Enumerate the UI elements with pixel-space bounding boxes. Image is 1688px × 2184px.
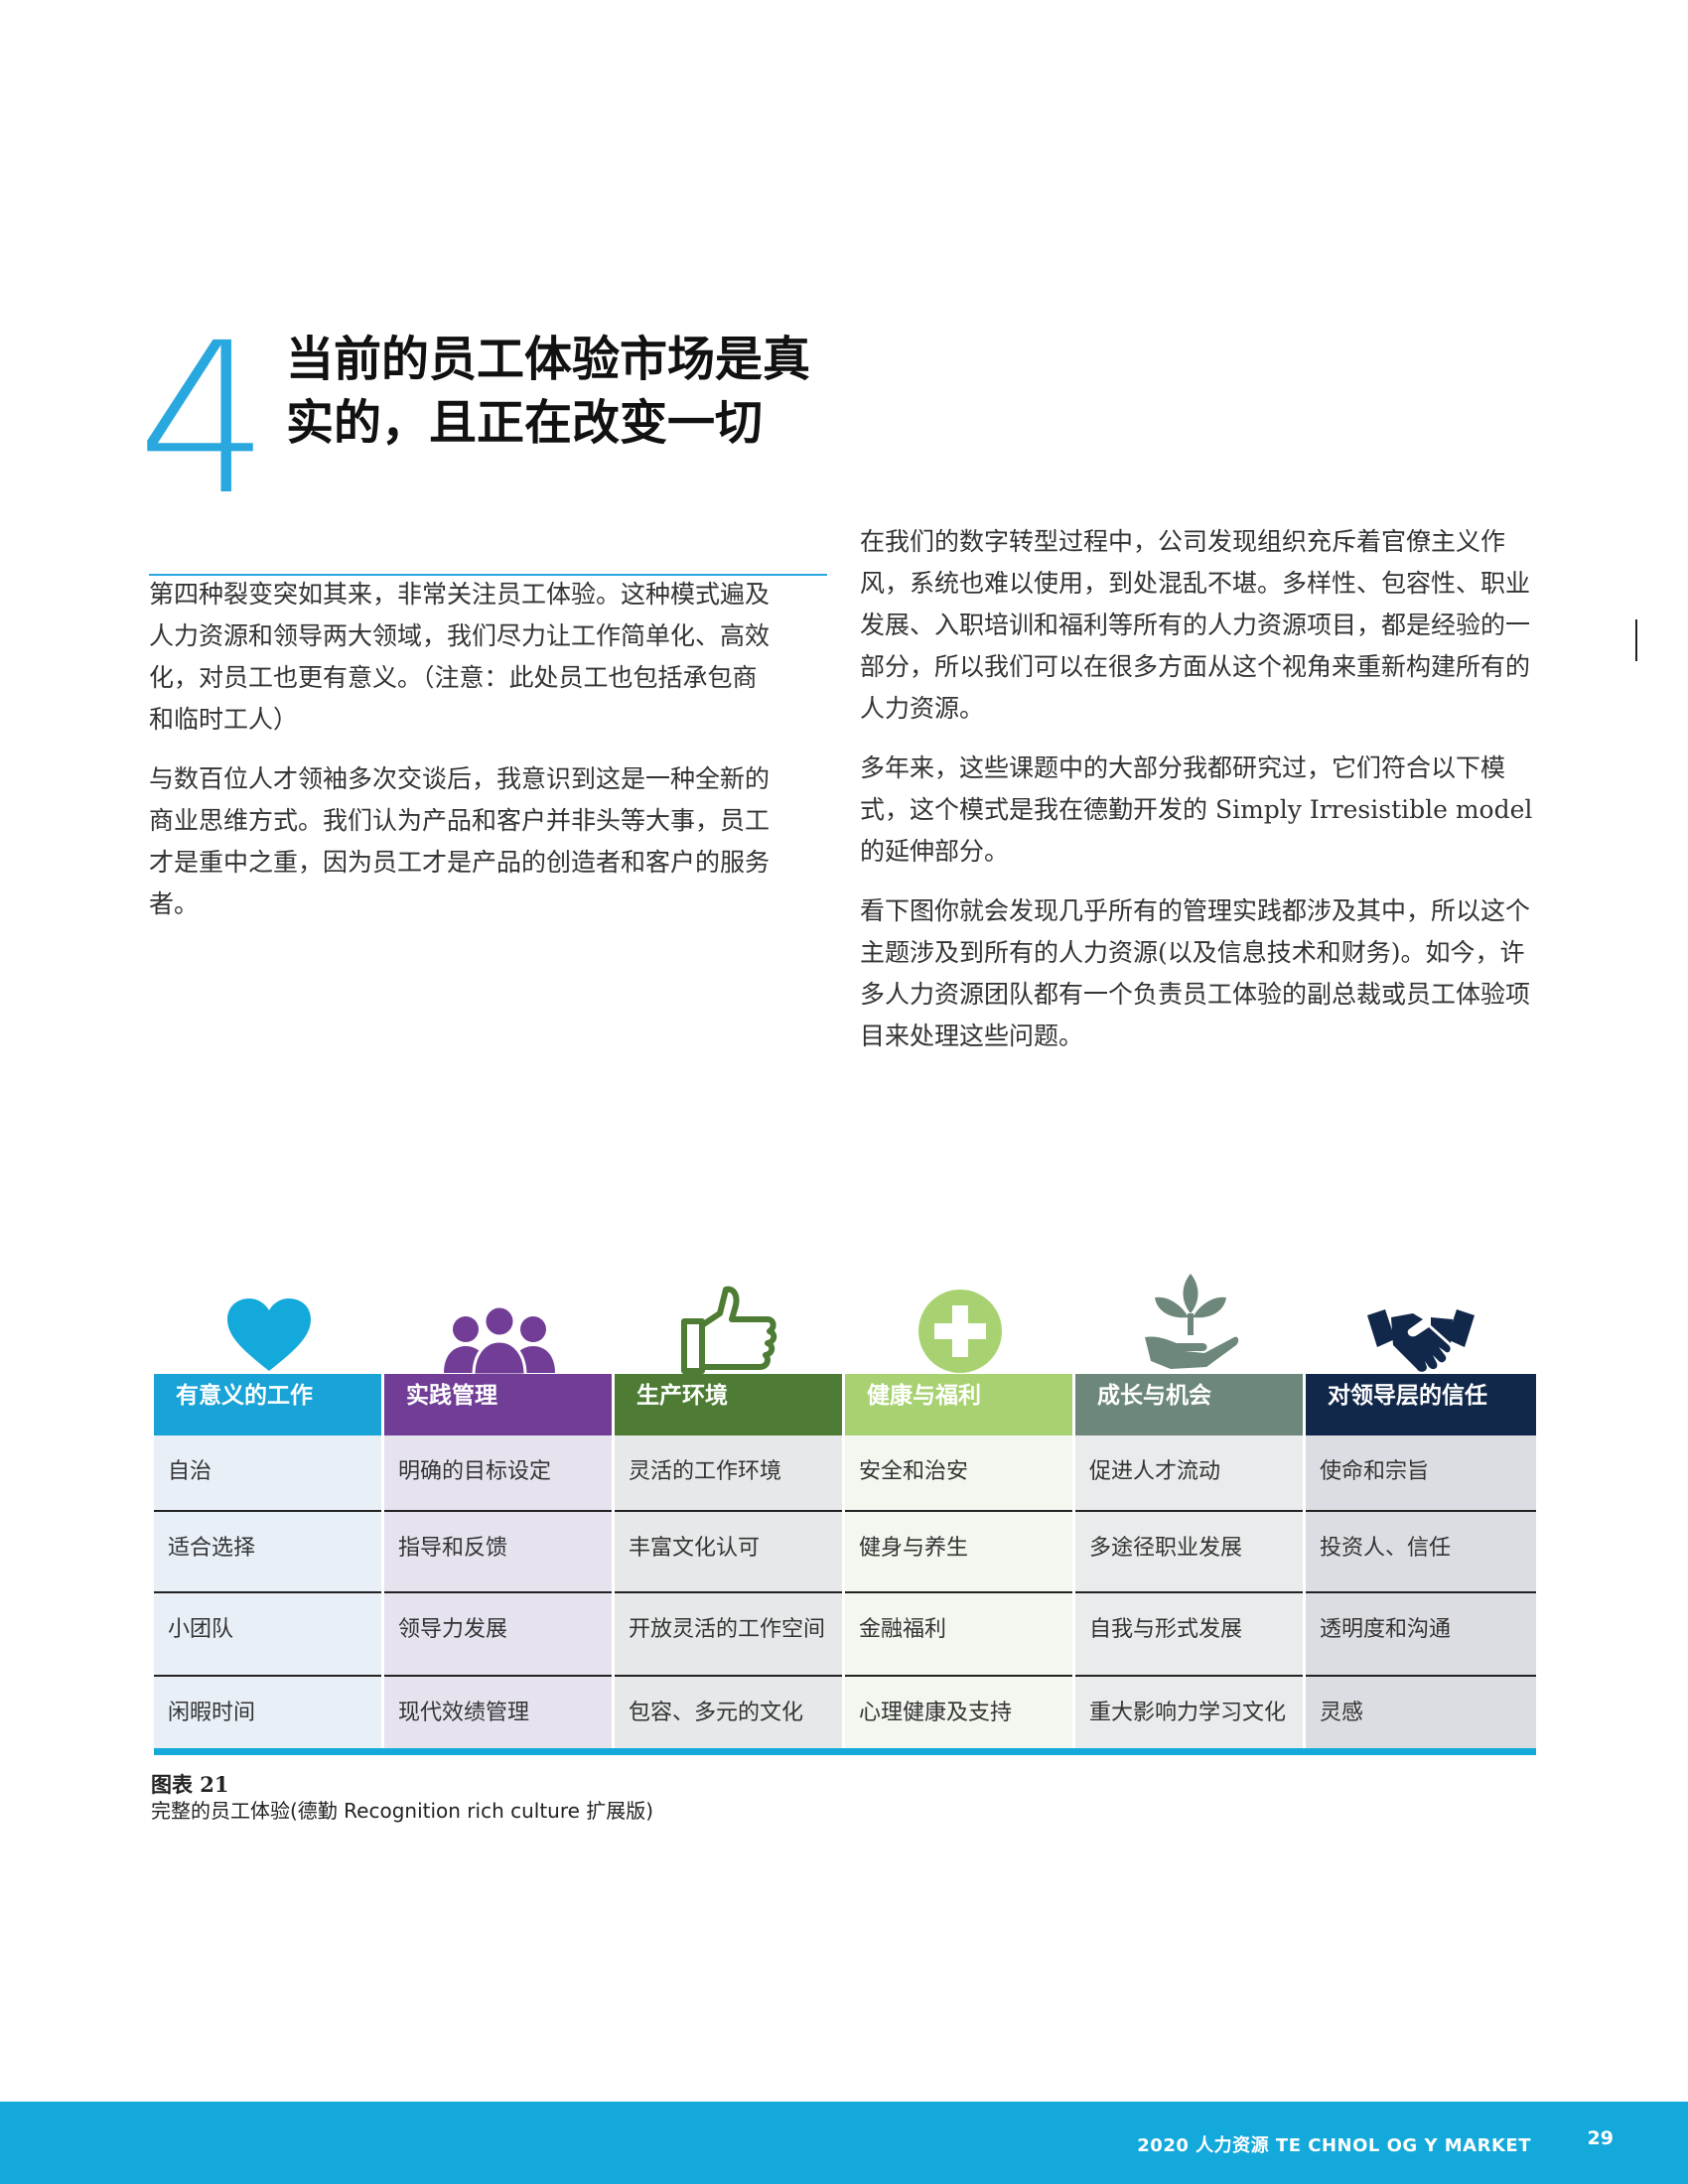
table-cell: 自我与形式发展: [1075, 1593, 1303, 1677]
table-cell: 重大影响力学习文化: [1075, 1677, 1303, 1748]
handshake-icon: [1367, 1309, 1475, 1372]
table-cell: 透明度和沟通: [1306, 1593, 1536, 1677]
icon-cell: [384, 1256, 615, 1375]
column-header: 健康与福利: [845, 1374, 1072, 1435]
team-icon: [444, 1304, 555, 1375]
paragraph: 多年来，这些课题中的大部分我都研究过，它们符合以下模式，这个模式是我在德勤开发的…: [860, 753, 1533, 866]
page-number: 29: [1587, 2127, 1614, 2149]
table-column: 实践管理 明确的目标设定 指导和反馈 领导力发展 现代效绩管理: [384, 1374, 615, 1748]
table-cell: 明确的目标设定: [384, 1435, 612, 1512]
icon-cell: [845, 1256, 1075, 1375]
column-header: 有意义的工作: [154, 1374, 381, 1435]
table-cell: 适合选择: [154, 1512, 381, 1593]
column-header: 生产环境: [615, 1374, 842, 1435]
table-cell: 现代效绩管理: [384, 1677, 612, 1748]
table-cell: 灵活的工作环境: [615, 1435, 842, 1512]
table-cell: 领导力发展: [384, 1593, 612, 1677]
table-cell: 闲暇时间: [154, 1677, 381, 1748]
plant-hand-icon: [1145, 1274, 1239, 1369]
table-cell: 包容、多元的文化: [615, 1677, 842, 1748]
page-footer: 2020 人力资源 TE CHNOL OG Y MARKET 29: [0, 2102, 1688, 2184]
thumbs-up-icon: [681, 1286, 777, 1374]
figure-caption-title: 图表 21: [151, 1772, 229, 1797]
paragraph: 与数百位人才领袖多次交谈后，我意识到这是一种全新的商业思维方式。我们认为产品和客…: [149, 764, 771, 918]
table-cell: 多途径职业发展: [1075, 1512, 1303, 1593]
plus-circle-icon: [918, 1290, 1002, 1373]
employee-experience-table: 有意义的工作 自治 适合选择 小团队 闲暇时间 实践管理 明确的目标设定 指导和…: [154, 1374, 1536, 1755]
table-cell: 心理健康及支持: [845, 1677, 1072, 1748]
chapter-title-line2: 实的，且正在改变一切: [286, 395, 764, 451]
table-column: 成长与机会 促进人才流动 多途径职业发展 自我与形式发展 重大影响力学习文化: [1075, 1374, 1306, 1748]
paragraph: 在我们的数字转型过程中，公司发现组织充斥着官僚主义作风，系统也难以使用，到处混乱…: [860, 527, 1531, 723]
figure-icons-row: [154, 1256, 1536, 1375]
table-column: 健康与福利 安全和治安 健身与养生 金融福利 心理健康及支持: [845, 1374, 1075, 1748]
chapter-title: 当前的员工体验市场是真 实的，且正在改变一切: [286, 328, 842, 455]
table-cell: 丰富文化认可: [615, 1512, 842, 1593]
chapter-number: 4: [137, 298, 270, 541]
body-left-column: 第四种裂变突如其来，非常关注员工体验。这种模式遍及人力资源和领导两大领域，我们尽…: [149, 574, 774, 943]
icon-cell: [615, 1256, 845, 1375]
table-cell: 指导和反馈: [384, 1512, 612, 1593]
icon-cell: [1075, 1256, 1306, 1375]
table-cell: 健身与养生: [845, 1512, 1072, 1593]
table-cell: 投资人、信任: [1306, 1512, 1536, 1593]
table-column: 生产环境 灵活的工作环境 丰富文化认可 开放灵活的工作空间 包容、多元的文化: [615, 1374, 845, 1748]
table-cell: 小团队: [154, 1593, 381, 1677]
heart-icon: [227, 1298, 311, 1371]
paragraph: 第四种裂变突如其来，非常关注员工体验。这种模式遍及人力资源和领导两大领域，我们尽…: [149, 580, 771, 734]
paragraph: 看下图你就会发现几乎所有的管理实践都涉及其中，所以这个主题涉及到所有的人力资源(…: [860, 896, 1531, 1050]
table-cell: 灵感: [1306, 1677, 1536, 1748]
table-cell: 使命和宗旨: [1306, 1435, 1536, 1512]
column-header: 对领导层的信任: [1306, 1374, 1536, 1435]
margin-mark: [1635, 619, 1637, 661]
chapter-title-line1: 当前的员工体验市场是真: [286, 332, 811, 387]
table-column: 对领导层的信任 使命和宗旨 投资人、信任 透明度和沟通 灵感: [1306, 1374, 1536, 1748]
table-cell: 金融福利: [845, 1593, 1072, 1677]
table-cell: 促进人才流动: [1075, 1435, 1303, 1512]
figure-caption: 图表 21 完整的员工体验(德勤 Recognition rich cultur…: [151, 1771, 653, 1825]
section-rule: [149, 574, 827, 576]
table-cell: 安全和治安: [845, 1435, 1072, 1512]
table-cell: 开放灵活的工作空间: [615, 1593, 842, 1677]
icon-cell: [154, 1256, 384, 1375]
body-right-column: 在我们的数字转型过程中，公司发现组织充斥着官僚主义作风，系统也难以使用，到处混乱…: [860, 521, 1535, 1075]
column-header: 成长与机会: [1075, 1374, 1303, 1435]
column-header: 实践管理: [384, 1374, 612, 1435]
figure-caption-subtitle: 完整的员工体验(德勤 Recognition rich culture 扩展版): [151, 1799, 654, 1823]
table-cell: 自治: [154, 1435, 381, 1512]
icon-cell: [1306, 1256, 1536, 1375]
table-column: 有意义的工作 自治 适合选择 小团队 闲暇时间: [154, 1374, 384, 1748]
footer-title: 2020 人力资源 TE CHNOL OG Y MARKET: [1137, 2135, 1531, 2156]
